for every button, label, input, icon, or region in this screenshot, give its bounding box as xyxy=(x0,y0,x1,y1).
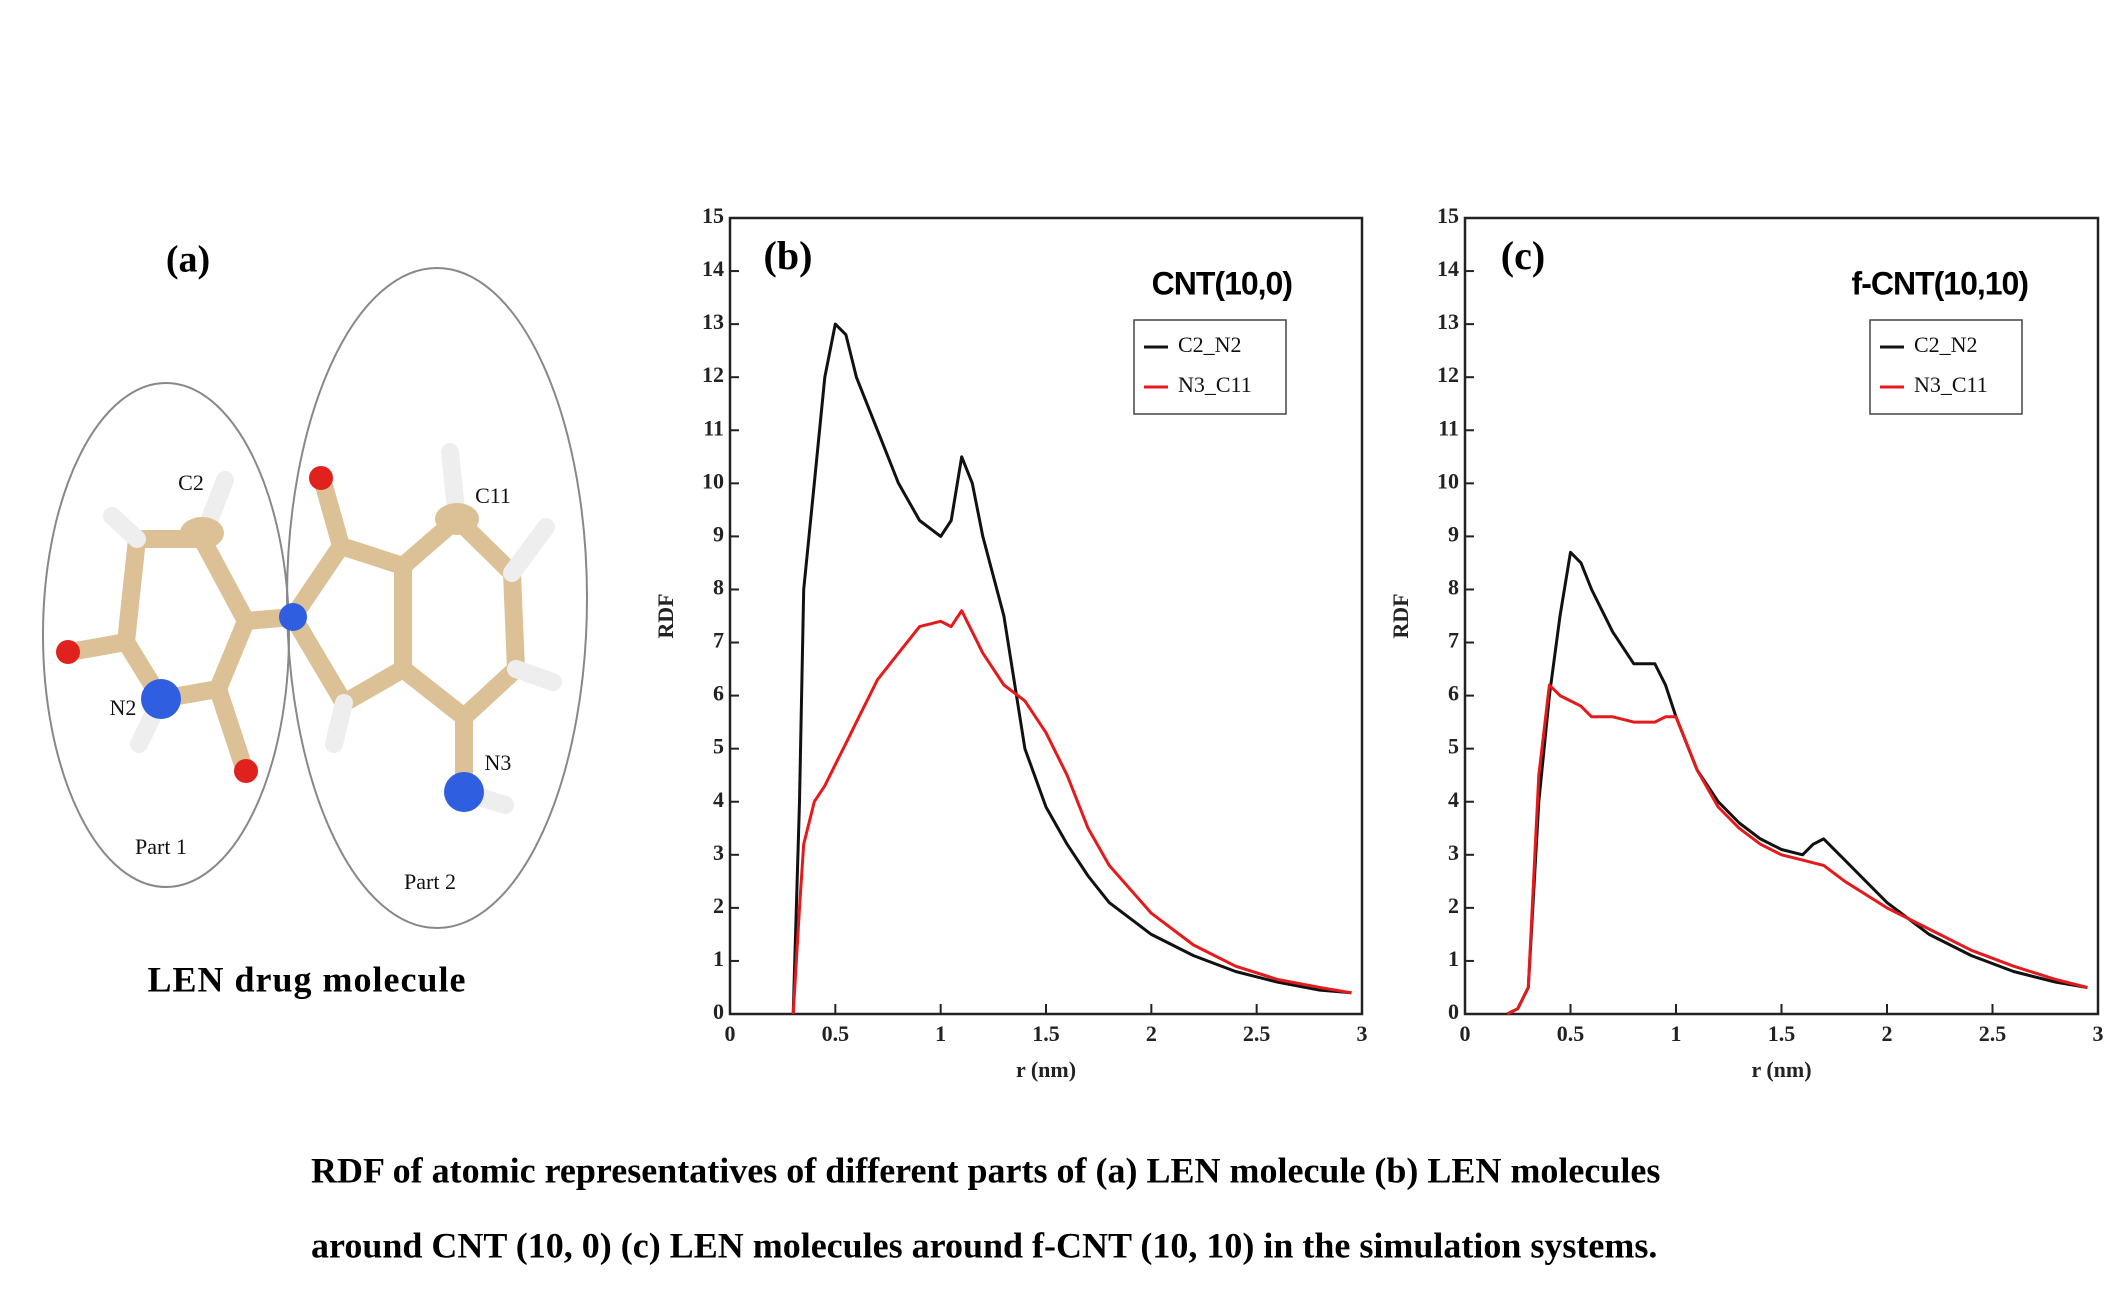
caption: RDF of atomic representatives of differe… xyxy=(311,1150,1660,1190)
x-tick-label: 0.5 xyxy=(1557,1021,1585,1046)
x-tick-label: 2.5 xyxy=(1243,1021,1271,1046)
y-tick-label: 8 xyxy=(1448,575,1459,600)
y-tick-label: 13 xyxy=(702,309,724,334)
series-line xyxy=(1506,683,2088,1016)
x-tick-label: 3 xyxy=(2093,1021,2104,1046)
y-tick-label: 14 xyxy=(702,256,724,281)
part-outline xyxy=(286,267,588,929)
x-tick-label: 2.5 xyxy=(1979,1021,2007,1046)
y-tick-label: 9 xyxy=(713,521,724,546)
y-tick-label: 3 xyxy=(1448,840,1459,865)
y-tick-label: 3 xyxy=(713,840,724,865)
x-tick-label: 1.5 xyxy=(1032,1021,1060,1046)
molecule-title: LEN drug molecule xyxy=(148,959,467,999)
molecule-bonds xyxy=(56,443,562,814)
y-tick-label: 15 xyxy=(702,203,724,228)
y-tick-label: 7 xyxy=(1448,628,1459,653)
x-tick-label: 0 xyxy=(1460,1021,1471,1046)
y-tick-label: 0 xyxy=(713,999,724,1024)
legend-label: C2_N2 xyxy=(1178,332,1242,357)
atom-label: N3 xyxy=(485,750,512,775)
y-tick-label: 1 xyxy=(1448,946,1459,971)
panel-label: (a) xyxy=(166,239,210,281)
chart-title: CNT(10,0) xyxy=(1152,265,1293,301)
series-line xyxy=(1506,550,2088,1016)
part-outline xyxy=(42,382,290,888)
legend-box xyxy=(1869,319,2023,415)
y-tick-label: 0 xyxy=(1448,999,1459,1024)
y-tick-label: 5 xyxy=(713,734,724,759)
y-tick-label: 7 xyxy=(713,628,724,653)
legend-label: N3_C11 xyxy=(1178,372,1252,397)
y-tick-label: 5 xyxy=(1448,734,1459,759)
y-tick-label: 1 xyxy=(713,946,724,971)
series-line xyxy=(791,609,1352,1015)
panel-label: (c) xyxy=(1501,233,1545,278)
y-tick-label: 10 xyxy=(1437,468,1459,493)
y-tick-label: 14 xyxy=(1437,256,1459,281)
y-tick-label: 11 xyxy=(1438,415,1459,440)
x-tick-label: 1 xyxy=(1671,1021,1682,1046)
y-axis-label: RDF xyxy=(1388,593,1413,638)
part-label: Part 2 xyxy=(404,869,456,894)
y-tick-label: 2 xyxy=(1448,893,1459,918)
y-axis-label: RDF xyxy=(653,593,678,638)
part-label: Part 1 xyxy=(135,834,187,859)
y-tick-label: 4 xyxy=(713,787,724,812)
y-tick-label: 10 xyxy=(702,468,724,493)
y-tick-label: 9 xyxy=(1448,521,1459,546)
atom-label: C2 xyxy=(178,470,204,495)
panel-label: (b) xyxy=(764,233,813,278)
x-tick-label: 2 xyxy=(1146,1021,1157,1046)
y-tick-label: 8 xyxy=(713,575,724,600)
x-tick-label: 3 xyxy=(1357,1021,1368,1046)
legend-label: N3_C11 xyxy=(1914,372,1988,397)
chart-title: f-CNT(10,10) xyxy=(1852,265,2029,301)
y-tick-label: 12 xyxy=(1437,362,1459,387)
legend-box xyxy=(1133,319,1287,415)
atom-label: N2 xyxy=(110,695,137,720)
x-axis-label: r (nm) xyxy=(1751,1057,1811,1082)
y-tick-label: 12 xyxy=(702,362,724,387)
y-tick-label: 6 xyxy=(713,681,724,706)
x-tick-label: 2 xyxy=(1882,1021,1893,1046)
x-tick-label: 0.5 xyxy=(822,1021,850,1046)
x-axis-label: r (nm) xyxy=(1016,1057,1076,1082)
y-tick-label: 4 xyxy=(1448,787,1459,812)
legend-label: C2_N2 xyxy=(1914,332,1978,357)
y-tick-label: 15 xyxy=(1437,203,1459,228)
x-tick-label: 0 xyxy=(725,1021,736,1046)
caption: around CNT (10, 0) (c) LEN molecules aro… xyxy=(311,1225,1657,1265)
y-tick-label: 2 xyxy=(713,893,724,918)
x-tick-label: 1.5 xyxy=(1768,1021,1796,1046)
series-line xyxy=(791,322,1352,1015)
atom-label: C11 xyxy=(475,483,511,508)
y-tick-label: 6 xyxy=(1448,681,1459,706)
molecule-panel: (a) C2 C11 N2 N3 Part 1 Part 2 LEN drug … xyxy=(42,239,588,999)
y-tick-label: 13 xyxy=(1437,309,1459,334)
y-tick-label: 11 xyxy=(703,415,724,440)
x-tick-label: 1 xyxy=(935,1021,946,1046)
